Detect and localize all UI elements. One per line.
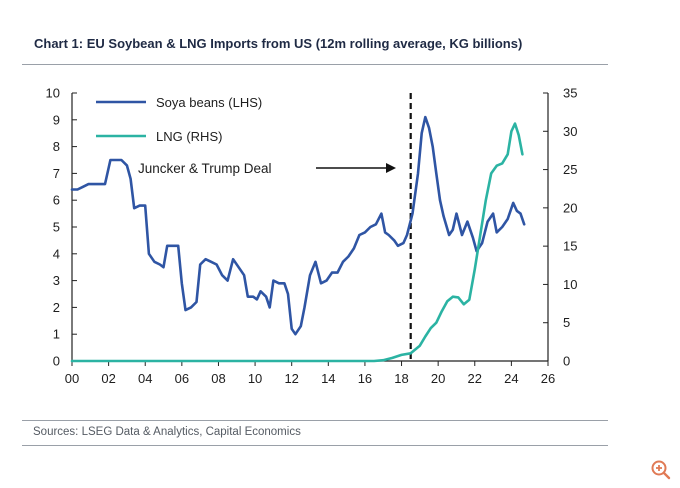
y-left-tick-label: 4 (53, 246, 60, 261)
y-left-tick-label: 0 (53, 354, 60, 369)
series-group (70, 115, 526, 363)
lng-series-line (70, 122, 524, 363)
legend-soya-label: Soya beans (LHS) (156, 95, 262, 110)
x-tick-label: 08 (211, 371, 225, 386)
y-right-tick-label: 20 (563, 200, 577, 215)
y-left-tick-label: 5 (53, 220, 60, 235)
soya-series-line (70, 115, 526, 336)
y-left-tick-label: 7 (53, 166, 60, 181)
legend-lng-label: LNG (RHS) (156, 129, 222, 144)
x-tick-label: 16 (358, 371, 372, 386)
x-tick-label: 22 (468, 371, 482, 386)
y-right-tick-label: 15 (563, 239, 577, 254)
y-right-tick-label: 5 (563, 315, 570, 330)
x-tick-label: 06 (175, 371, 189, 386)
x-tick-label: 26 (541, 371, 555, 386)
y-left-tick-label: 10 (46, 86, 60, 101)
y-right-tick-label: 30 (563, 124, 577, 139)
x-tick-label: 18 (394, 371, 408, 386)
annotation-arrow-head (386, 163, 396, 173)
y-left-tick-label: 1 (53, 327, 60, 342)
y-left-tick-label: 6 (53, 193, 60, 208)
x-tick-label: 00 (65, 371, 79, 386)
legend: Soya beans (LHS) LNG (RHS) (96, 95, 262, 144)
x-tick-label: 14 (321, 371, 335, 386)
y-right-tick-label: 25 (563, 162, 577, 177)
y-right-tick-label: 10 (563, 277, 577, 292)
annotation-group: Juncker & Trump Deal (138, 93, 412, 361)
x-tick-label: 02 (101, 371, 115, 386)
x-tick-label: 04 (138, 371, 152, 386)
source-bottom-divider (22, 445, 608, 446)
x-tick-label: 24 (504, 371, 518, 386)
y-right-tick-label: 0 (563, 354, 570, 369)
y-left-tick-label: 2 (53, 300, 60, 315)
source-note: Sources: LSEG Data & Analytics, Capital … (33, 426, 301, 438)
annotation-text: Juncker & Trump Deal (138, 161, 272, 176)
y-right-tick-label: 35 (563, 86, 577, 101)
x-tick-label: 20 (431, 371, 445, 386)
source-top-divider (22, 420, 608, 421)
y-left-tick-label: 9 (53, 112, 60, 127)
y-left-tick-label: 3 (53, 273, 60, 288)
zoom-in-icon[interactable] (650, 459, 672, 481)
title-divider (22, 64, 608, 65)
x-tick-label: 10 (248, 371, 262, 386)
y-left-tick-label: 8 (53, 139, 60, 154)
x-tick-label: 12 (284, 371, 298, 386)
chart-title: Chart 1: EU Soybean & LNG Imports from U… (34, 36, 523, 51)
